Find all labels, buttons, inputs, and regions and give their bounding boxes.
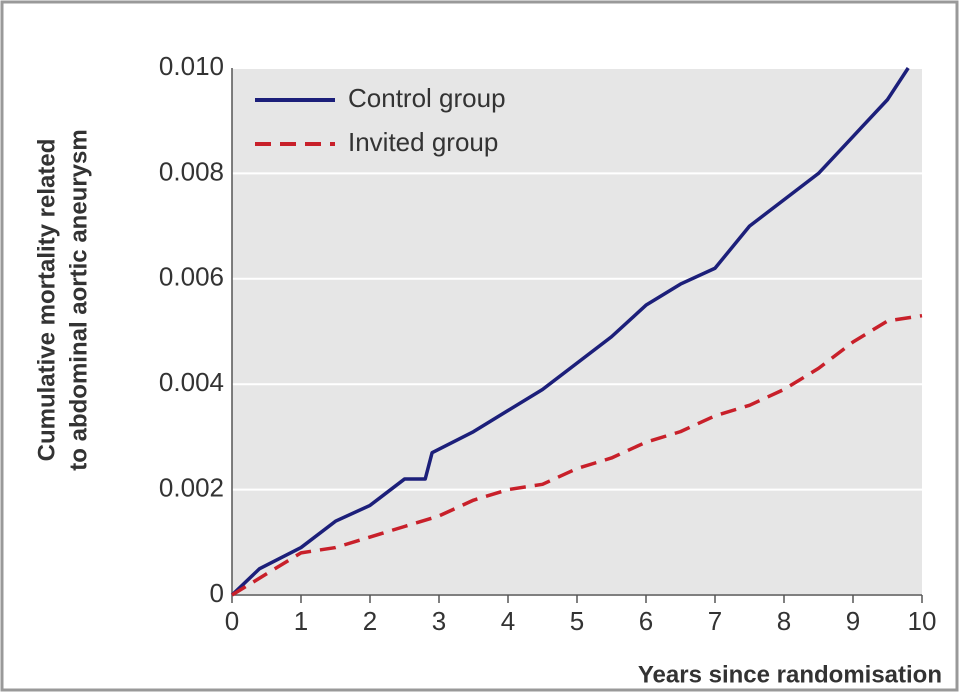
x-tick-label: 6 <box>639 606 653 636</box>
x-tick-label: 4 <box>501 606 515 636</box>
x-tick-label: 0 <box>225 606 239 636</box>
y-tick-label: 0.008 <box>159 156 224 186</box>
series-line <box>230 67 910 597</box>
y-tick-label: 0 <box>210 578 224 608</box>
y-tick-label: 0.002 <box>159 472 224 502</box>
x-tick-label: 9 <box>846 606 860 636</box>
y-tick-label: 0.006 <box>159 262 224 292</box>
y-axis-label: Cumulative mortality related <box>33 139 60 462</box>
legend-label: Invited group <box>348 127 498 157</box>
series-line <box>231 313 923 597</box>
y-tick-label: 0.010 <box>159 51 224 81</box>
x-tick-label: 2 <box>363 606 377 636</box>
legend-label: Control group <box>348 83 506 113</box>
plot-area <box>232 68 922 595</box>
x-tick-label: 5 <box>570 606 584 636</box>
x-tick-label: 8 <box>777 606 791 636</box>
x-tick-label: 7 <box>708 606 722 636</box>
x-axis-label: Years since randomisation <box>638 661 942 688</box>
y-tick-label: 0.004 <box>159 367 224 397</box>
x-tick-label: 1 <box>294 606 308 636</box>
x-tick-label: 10 <box>908 606 937 636</box>
y-axis-label: to abdominal aortic aneurysm <box>65 129 92 470</box>
x-tick-label: 3 <box>432 606 446 636</box>
